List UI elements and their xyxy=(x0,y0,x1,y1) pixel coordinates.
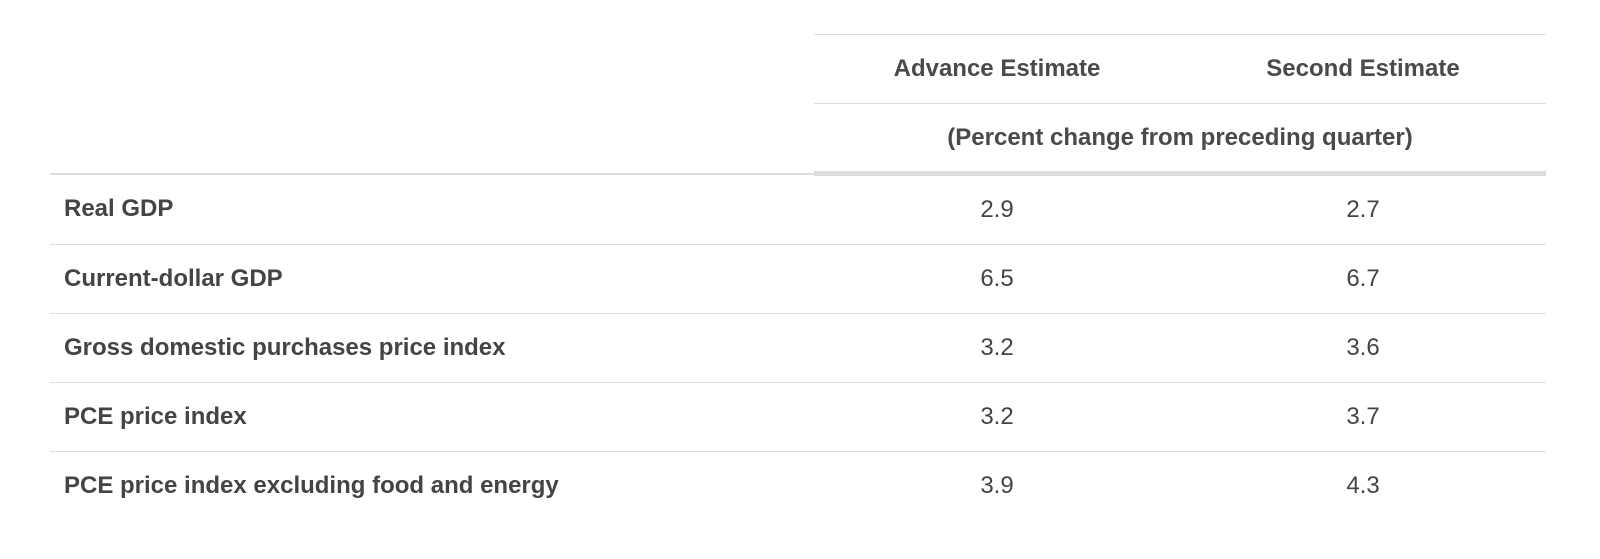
table-row: PCE price index excluding food and energ… xyxy=(50,452,1546,521)
second-value: 3.6 xyxy=(1180,313,1546,383)
table-row: Current-dollar GDP 6.5 6.7 xyxy=(50,244,1546,314)
column-header-row: Advance Estimate Second Estimate xyxy=(50,34,1546,104)
second-value: 3.7 xyxy=(1180,382,1546,452)
units-note: (Percent change from preceding quarter) xyxy=(814,103,1546,176)
row-label: Current-dollar GDP xyxy=(50,244,814,314)
advance-value: 3.9 xyxy=(980,472,1014,499)
header-empty-cell xyxy=(50,35,814,104)
units-empty-cell xyxy=(50,103,814,175)
table-row: Gross domestic purchases price index 3.2… xyxy=(50,313,1546,383)
second-value: 6.7 xyxy=(1180,244,1546,314)
column-header-advance: Advance Estimate xyxy=(814,34,1180,104)
gdp-estimates-table: Advance Estimate Second Estimate (Percen… xyxy=(50,34,1546,520)
row-label: Gross domestic purchases price index xyxy=(50,313,814,383)
advance-value: 2.9 xyxy=(814,173,1180,245)
second-value: 4.3 xyxy=(1346,472,1380,499)
advance-value: 6.5 xyxy=(814,244,1180,314)
units-header-row: (Percent change from preceding quarter) xyxy=(50,103,1546,176)
table-row: PCE price index 3.2 3.7 xyxy=(50,382,1546,452)
row-label: Real GDP xyxy=(50,173,814,245)
second-value: 2.7 xyxy=(1180,173,1546,245)
table-row: Real GDP 2.9 2.7 xyxy=(50,173,1546,245)
advance-value: 3.2 xyxy=(814,313,1180,383)
row-label: PCE price index xyxy=(50,382,814,452)
advance-value: 3.2 xyxy=(814,382,1180,452)
row-label: PCE price index excluding food and energ… xyxy=(64,472,559,499)
column-header-second: Second Estimate xyxy=(1180,34,1546,104)
